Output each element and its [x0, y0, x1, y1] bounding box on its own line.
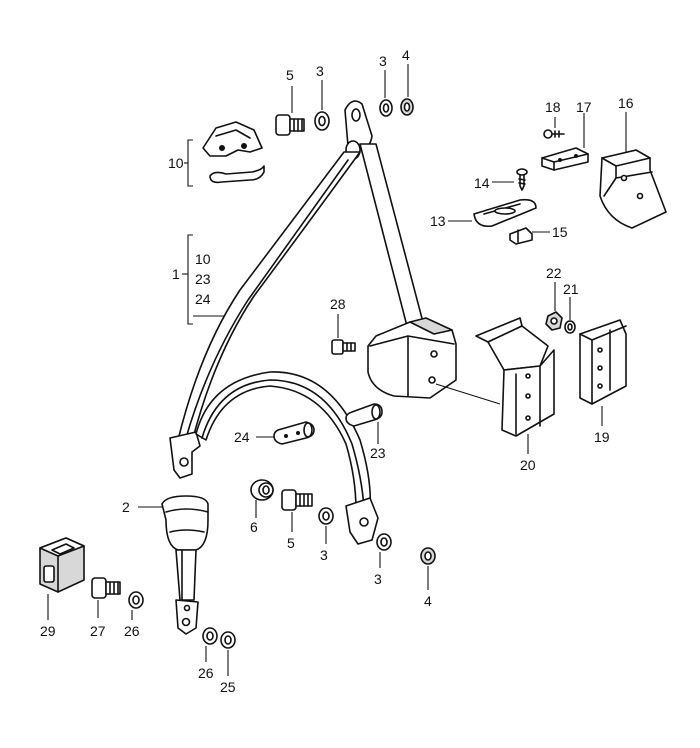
- label-10-group: 10: [195, 251, 211, 267]
- label-20: 20: [520, 457, 536, 473]
- part-29-cover: [39, 537, 85, 593]
- leader-retractor-20: [435, 383, 501, 405]
- label-23-group: 23: [195, 271, 211, 287]
- label-24-spacer: 24: [234, 429, 250, 445]
- bracket-1: [187, 234, 193, 325]
- label-13: 13: [430, 213, 446, 229]
- part-3-washer-top-b: [379, 99, 393, 117]
- retractor-housing: [367, 317, 457, 399]
- label-23-spacer: 23: [370, 445, 386, 461]
- label-5-lower: 5: [287, 535, 295, 551]
- part-10-upper-guide: [202, 121, 263, 157]
- part-10-lower-guide: [209, 165, 265, 184]
- label-4-lower: 4: [424, 593, 432, 609]
- label-18: 18: [545, 99, 561, 115]
- label-21: 21: [563, 281, 579, 297]
- part-26-washer-b: [202, 627, 218, 645]
- label-22: 22: [546, 265, 562, 281]
- part-3-washer-top-a: [314, 111, 330, 131]
- label-26-left: 26: [124, 623, 140, 639]
- part-13-plate: [473, 198, 537, 228]
- part-27-bolt: [91, 577, 121, 599]
- label-28: 28: [330, 296, 346, 312]
- label-4-top: 4: [402, 47, 410, 63]
- label-15: 15: [552, 224, 568, 240]
- label-26-bottom: 26: [198, 665, 214, 681]
- part-21-washer: [564, 320, 576, 334]
- part-4-washer-top: [400, 98, 414, 116]
- part-14-screw: [516, 168, 528, 191]
- part-26-washer-a: [128, 591, 144, 609]
- label-29: 29: [40, 623, 56, 639]
- part-23-spacer: [345, 403, 383, 427]
- part-4-washer-lower: [420, 547, 436, 565]
- part-6-sleeve: [250, 479, 274, 501]
- part-17-strip: [541, 147, 589, 171]
- label-3-lower-b: 3: [374, 571, 382, 587]
- part-5-lower-bolt: [281, 489, 313, 511]
- part-15-clip: [509, 227, 533, 245]
- label-5-top: 5: [286, 67, 294, 83]
- bracket-10: [187, 139, 193, 187]
- label-25: 25: [220, 679, 236, 695]
- part-19-plate: [579, 319, 627, 405]
- part-3-washer-lower-a: [318, 507, 334, 525]
- label-14: 14: [474, 175, 490, 191]
- part-5-top-bolt: [275, 114, 305, 136]
- part-24-spacer: [273, 421, 315, 445]
- label-2: 2: [122, 499, 130, 515]
- label-3-lower-a: 3: [320, 547, 328, 563]
- part-3-washer-lower-b: [376, 533, 392, 551]
- part-25-washer: [220, 631, 236, 649]
- part-20-bracket: [475, 317, 555, 437]
- part-28-bolt: [331, 339, 356, 355]
- label-3-top-b: 3: [379, 53, 387, 69]
- label-17: 17: [576, 99, 592, 115]
- label-1: 1: [172, 266, 180, 282]
- label-19: 19: [594, 429, 610, 445]
- label-6: 6: [250, 519, 258, 535]
- part-18-screw: [543, 129, 565, 139]
- label-3-top-a: 3: [316, 63, 324, 79]
- label-24-group: 24: [195, 291, 211, 307]
- part-16-cover: [599, 149, 667, 229]
- label-27: 27: [90, 623, 106, 639]
- label-10-guide: 10: [168, 155, 184, 171]
- label-16: 16: [618, 95, 634, 111]
- part-22-nut: [545, 311, 563, 331]
- part-1-belt-assembly: [169, 100, 425, 545]
- part-2-buckle: [161, 495, 209, 635]
